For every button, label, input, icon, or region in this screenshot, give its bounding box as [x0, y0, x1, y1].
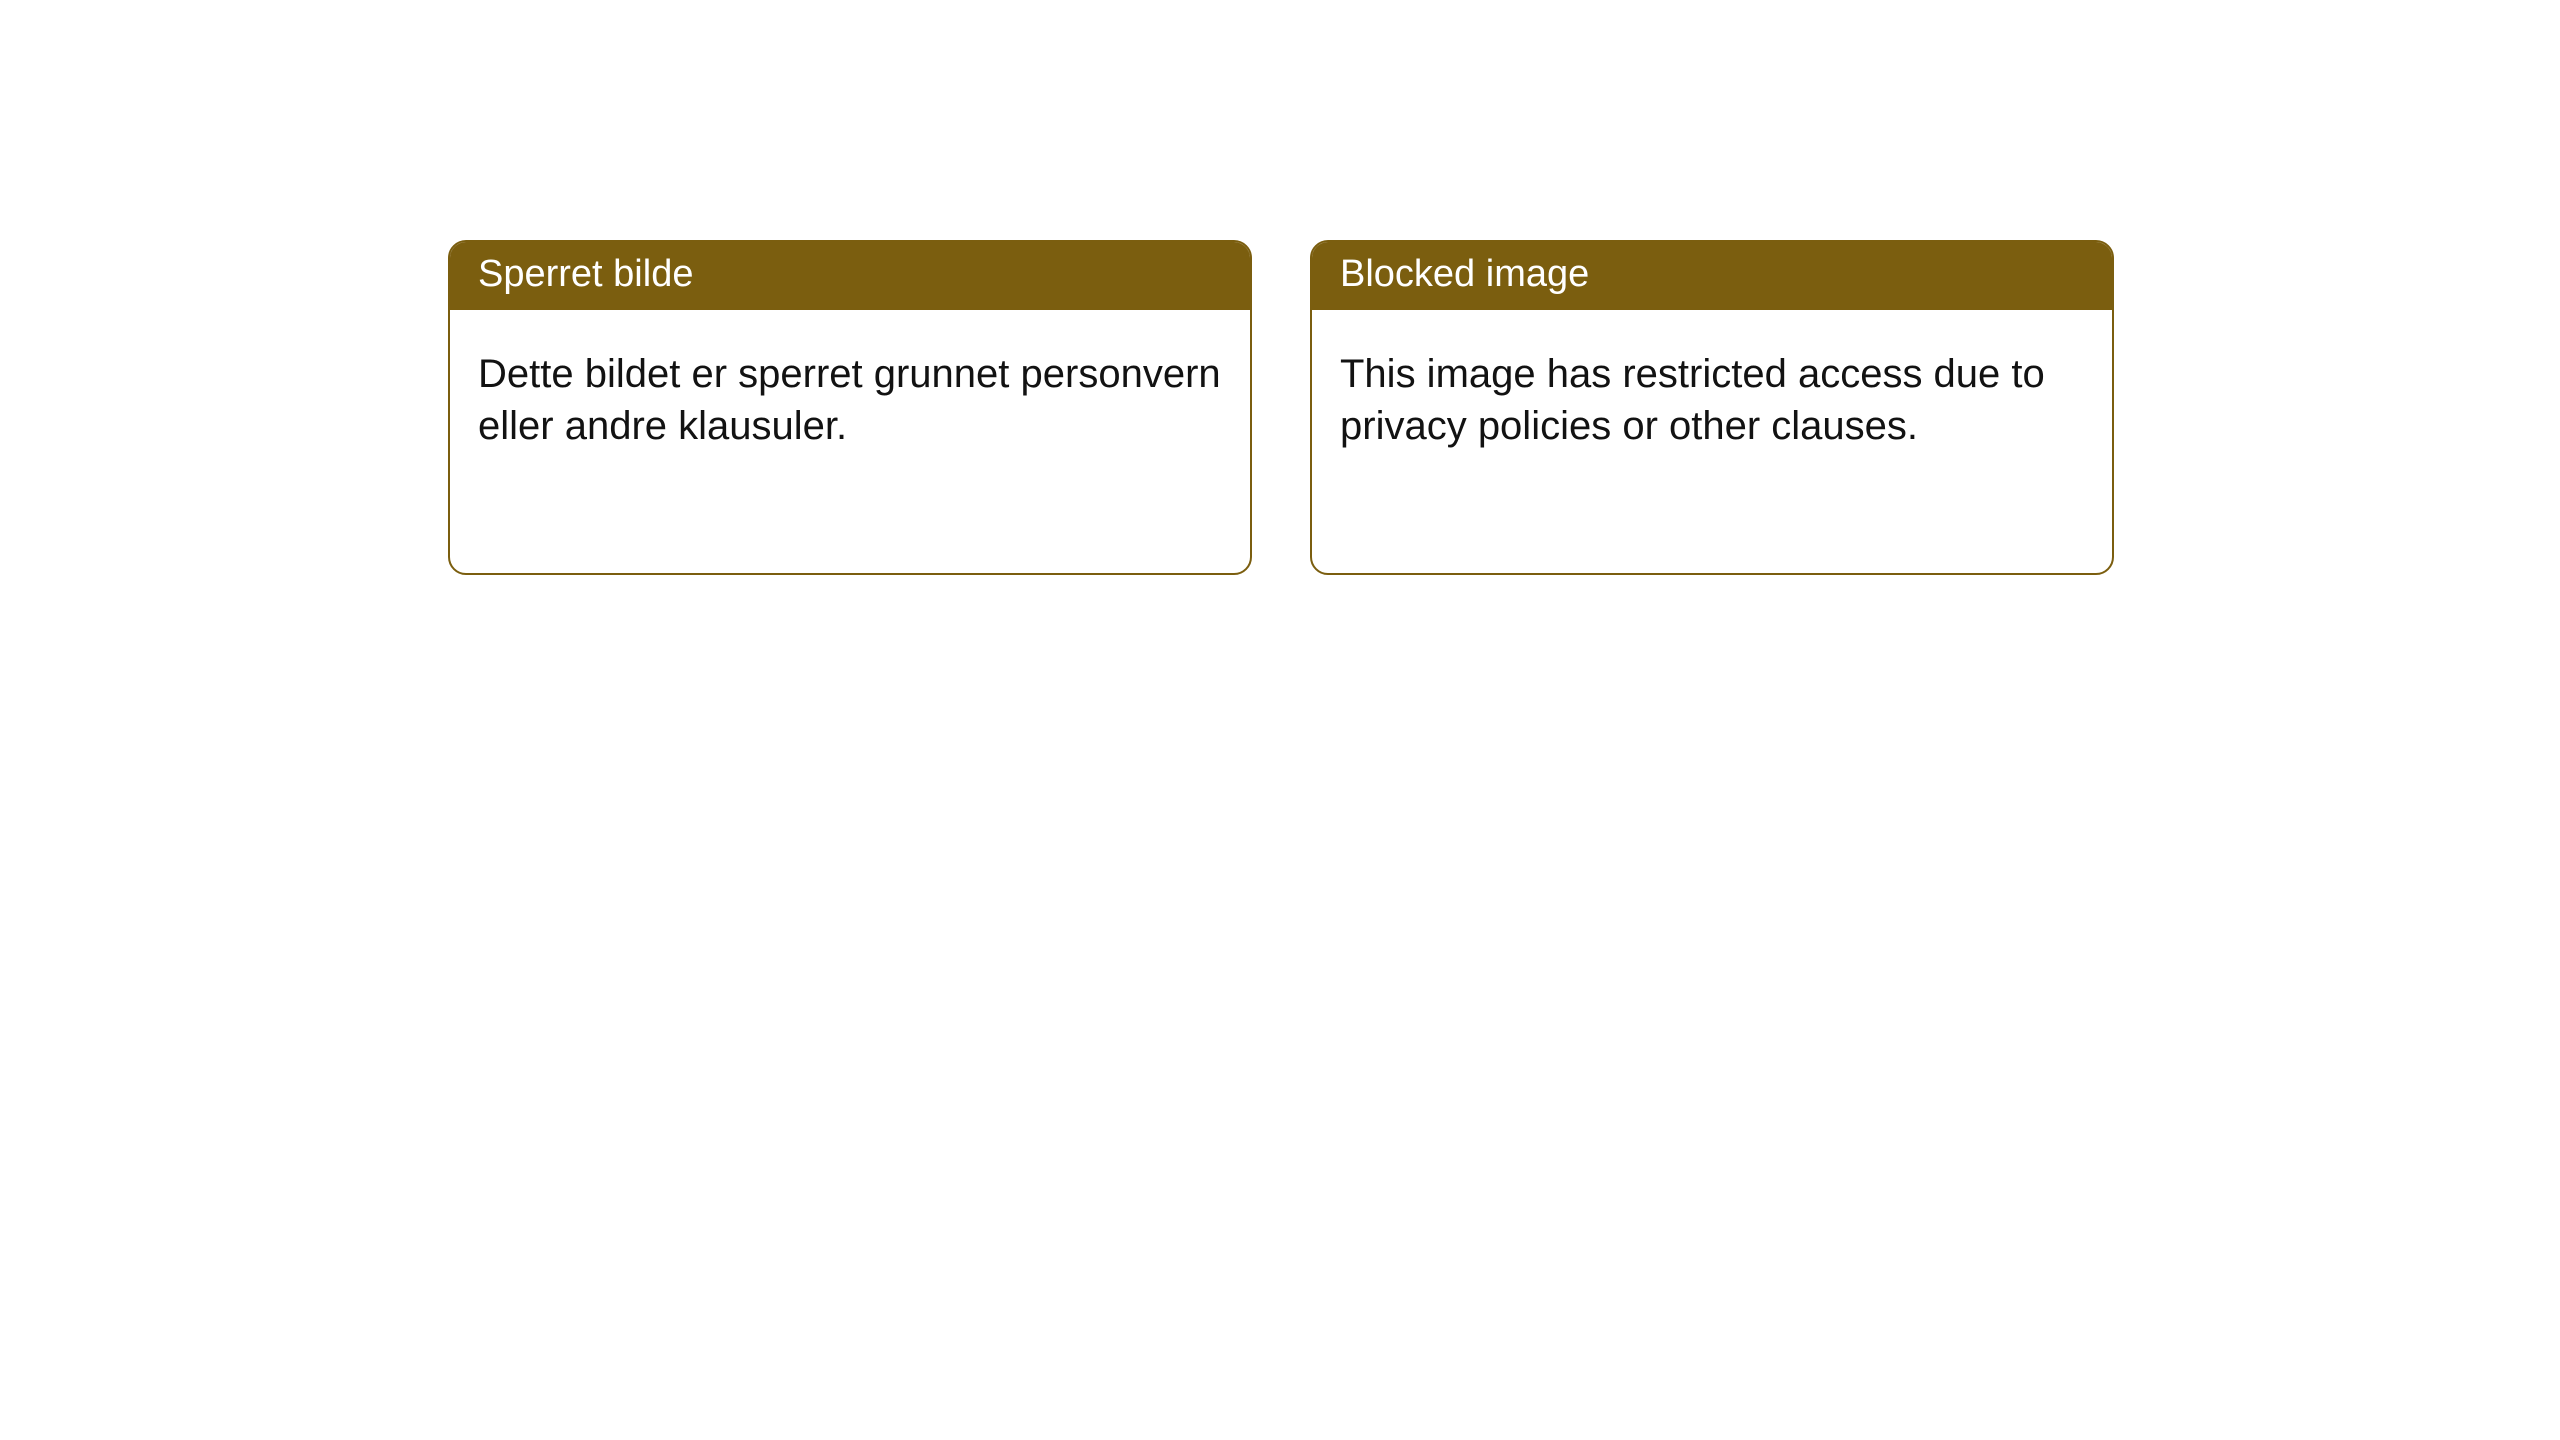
notice-title: Blocked image — [1312, 242, 2112, 310]
notice-title: Sperret bilde — [450, 242, 1250, 310]
notice-body: This image has restricted access due to … — [1312, 310, 2112, 480]
notice-card-english: Blocked image This image has restricted … — [1310, 240, 2114, 575]
notice-body: Dette bildet er sperret grunnet personve… — [450, 310, 1250, 480]
notice-card-norwegian: Sperret bilde Dette bildet er sperret gr… — [448, 240, 1252, 575]
notice-container: Sperret bilde Dette bildet er sperret gr… — [0, 0, 2560, 575]
